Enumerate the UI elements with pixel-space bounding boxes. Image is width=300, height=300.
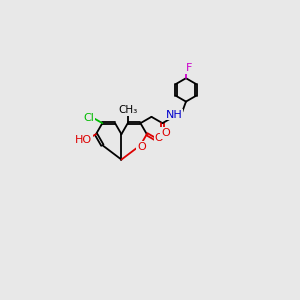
Text: O: O	[137, 142, 146, 152]
Text: O: O	[155, 134, 164, 143]
Text: O: O	[161, 128, 170, 138]
Text: Cl: Cl	[83, 113, 94, 123]
Text: CH₃: CH₃	[118, 105, 137, 115]
Text: F: F	[186, 63, 192, 73]
Text: NH: NH	[166, 110, 182, 119]
Text: HO: HO	[75, 135, 92, 145]
